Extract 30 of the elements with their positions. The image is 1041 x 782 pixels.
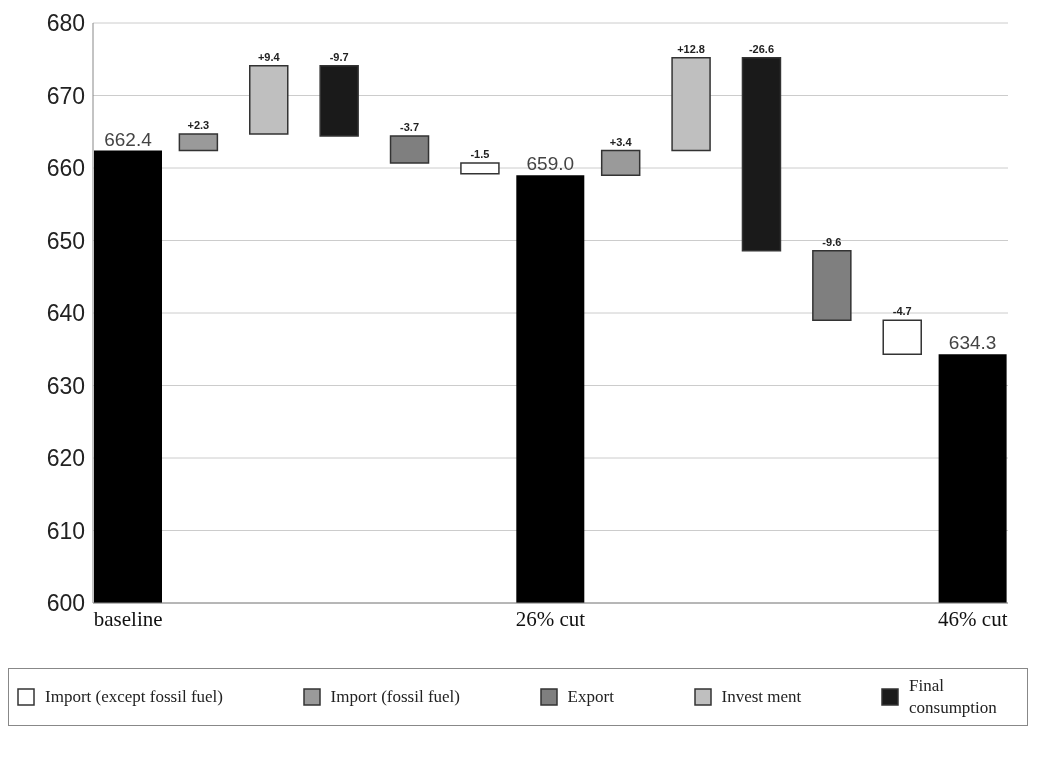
y-tick-label: 680 xyxy=(46,10,85,37)
data-label: -1.5 xyxy=(470,147,490,160)
data-label: 659.0 xyxy=(526,153,575,175)
y-tick-label: 650 xyxy=(46,227,85,254)
legend-label: Import (except fossil fuel) xyxy=(45,686,223,708)
data-label: +3.4 xyxy=(609,135,633,148)
data-label: +2.3 xyxy=(187,118,210,131)
y-tick-label: 670 xyxy=(46,82,85,109)
y-tick-label: 630 xyxy=(46,372,85,399)
data-label: 634.3 xyxy=(948,332,997,354)
data-label: -9.7 xyxy=(329,50,349,63)
data-label: 662.4 xyxy=(104,128,153,150)
data-label: -9.6 xyxy=(822,235,842,248)
legend-label: Export xyxy=(567,686,614,708)
y-tick-label: 660 xyxy=(46,155,85,182)
y-tick-label: 620 xyxy=(46,445,85,472)
x-tick-label: baseline xyxy=(93,606,163,631)
legend-label: Import (fossil fuel) xyxy=(330,686,460,708)
data-label: +12.8 xyxy=(677,42,705,55)
legend-label: Final consumption xyxy=(908,675,998,719)
y-tick-label: 640 xyxy=(46,300,85,327)
legend-label: Invest ment xyxy=(721,686,802,708)
data-label: -4.7 xyxy=(892,305,912,318)
x-tick-label: 26% cut xyxy=(515,606,586,631)
data-label: -3.7 xyxy=(400,121,420,134)
y-tick-label: 600 xyxy=(46,590,85,617)
x-tick-label: 46% cut xyxy=(938,606,1008,631)
data-label: +9.4 xyxy=(257,50,281,63)
data-label: -26.6 xyxy=(748,42,774,55)
y-tick-label: 610 xyxy=(46,517,85,544)
